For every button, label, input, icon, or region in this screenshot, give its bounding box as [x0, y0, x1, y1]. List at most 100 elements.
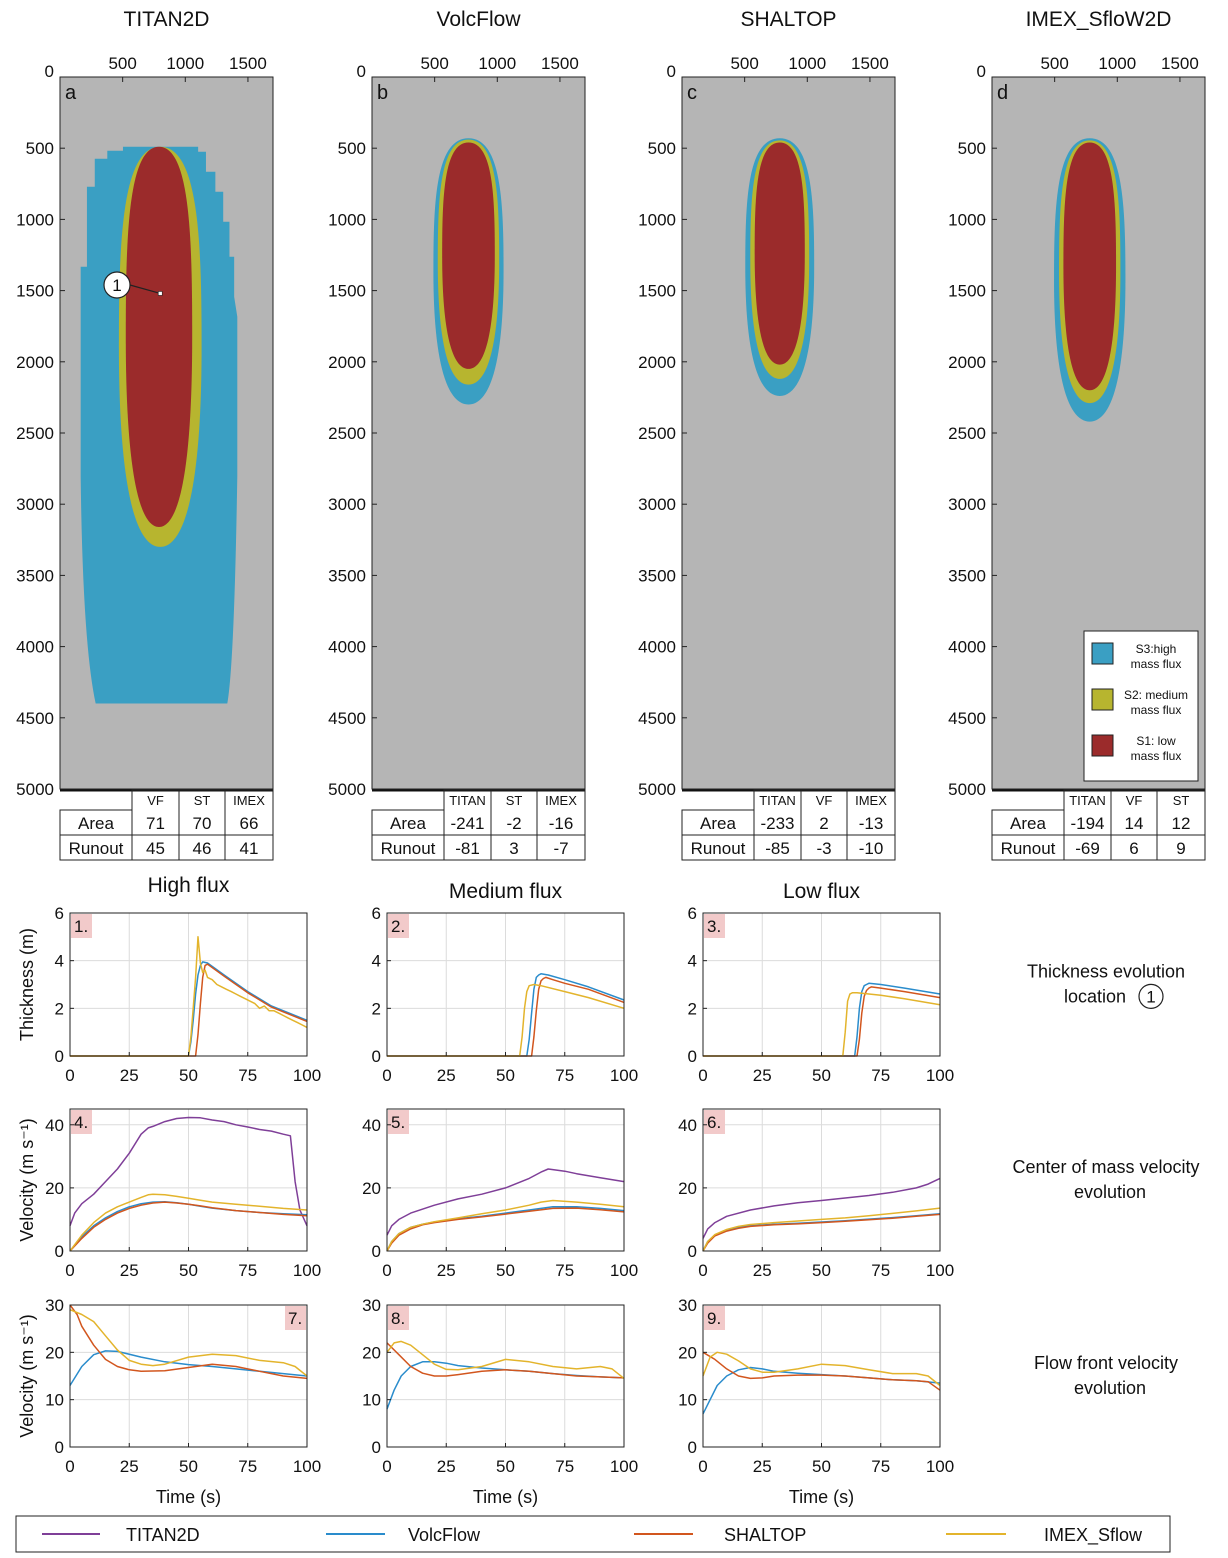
marker-label: 1 [112, 276, 121, 295]
panel-label: 4. [74, 1113, 88, 1132]
table-col-header: IMEX [545, 793, 577, 808]
series-line-shaltop [702, 1213, 941, 1252]
y-axis-label: Velocity (m s⁻¹) [17, 1314, 37, 1438]
table-value: -10 [859, 839, 884, 858]
panel-label-bg [704, 914, 725, 938]
y-tick-label: 4500 [948, 709, 986, 728]
series-line-imex [702, 1351, 941, 1387]
x-tick-label: 1500 [541, 54, 579, 73]
table-value: 12 [1172, 814, 1191, 833]
y-tick-label: 1500 [328, 282, 366, 301]
x-tick-label: 75 [238, 1457, 257, 1476]
x-tick-label: 25 [437, 1261, 456, 1280]
table-value: -16 [549, 814, 574, 833]
x-tick-label: 25 [437, 1066, 456, 1085]
flux-legend-label: S1: low [1136, 734, 1176, 748]
footprint-low-flux [125, 146, 193, 527]
panel-label: 6. [707, 1113, 721, 1132]
y-tick-label: 3500 [328, 566, 366, 585]
plot-panel-6: 6. 0 25 50 75 100 0 20 40 [678, 1108, 954, 1280]
map-panel-b: VolcFlow b 500 1000 1500 0 500 1000 1500 2000 2500… [328, 8, 586, 861]
y-tick-label: 20 [45, 1343, 64, 1362]
x-tick-label: 100 [926, 1066, 954, 1085]
y-tick-label: 3000 [16, 495, 54, 514]
row-title-line: evolution [1074, 1378, 1146, 1398]
legend-label: VolcFlow [408, 1525, 481, 1545]
table-value: 45 [146, 839, 165, 858]
x-tick-label: 100 [293, 1261, 321, 1280]
flux-legend-label: mass flux [1131, 749, 1182, 763]
table-value: 9 [1176, 839, 1185, 858]
table-value: 14 [1125, 814, 1144, 833]
y-tick-label: 1500 [948, 282, 986, 301]
series-line-imex [69, 1309, 308, 1377]
marker-leader [129, 284, 161, 295]
table-value: -3 [816, 839, 831, 858]
x-tick-label: 75 [871, 1066, 890, 1085]
x-tick-label: 75 [555, 1066, 574, 1085]
difference-table: TITAN VF ST Area -194 14 12 Runout -69 6 9 [991, 789, 1206, 861]
table-cell [536, 789, 586, 861]
y-tick-label: 2000 [328, 353, 366, 372]
row-title: Flow front velocity evolution [1034, 1353, 1178, 1398]
y-tick-label: 0 [977, 62, 986, 81]
difference-table: TITAN ST IMEX Area -241 -2 -16 Runout -81 3 -7 [371, 789, 586, 861]
table-value: -69 [1075, 839, 1100, 858]
y-tick-label: 500 [958, 139, 986, 158]
x-tick-label: 25 [120, 1457, 139, 1476]
row-title-line: Thickness evolution [1027, 961, 1185, 981]
table-col-header: TITAN [449, 793, 486, 808]
x-tick-label: 0 [698, 1457, 707, 1476]
column-title: High flux [148, 874, 230, 897]
table-row-label: Runout [691, 839, 746, 858]
plot-panel-2: 2. 0 25 50 75 100 0 2 4 6 [372, 904, 639, 1085]
x-tick-label: 1000 [788, 54, 826, 73]
panel-letter: d [997, 82, 1008, 104]
y-tick-label: 2500 [948, 424, 986, 443]
x-tick-label: 50 [496, 1261, 515, 1280]
marker-point [157, 291, 163, 296]
panel-label-bg [71, 1110, 92, 1134]
x-tick-label: 75 [871, 1457, 890, 1476]
y-tick-label: 20 [678, 1343, 697, 1362]
y-tick-label: 4000 [328, 638, 366, 657]
flux-legend-label: mass flux [1131, 703, 1182, 717]
y-tick-label: 5000 [638, 780, 676, 799]
difference-table: VF ST IMEX Area 71 70 66 Runout 45 46 41 [59, 789, 274, 861]
x-tick-label: 75 [238, 1066, 257, 1085]
y-tick-label: 5000 [948, 780, 986, 799]
y-axis-label: Velocity (m s⁻¹) [17, 1118, 37, 1242]
panel-label-bg [704, 1110, 725, 1134]
map-panel-c: SHALTOP c 500 1000 1500 0 500 1000 1500 2000 2500 3… [638, 8, 896, 861]
y-tick-label: 0 [55, 1438, 64, 1457]
y-tick-label: 6 [372, 904, 381, 923]
y-tick-label: 3000 [638, 495, 676, 514]
table-value: 3 [509, 839, 518, 858]
column-title: Medium flux [449, 880, 563, 903]
y-tick-label: 2500 [328, 424, 366, 443]
y-tick-label: 500 [26, 139, 54, 158]
y-tick-label: 4500 [16, 709, 54, 728]
series-line-shaltop [69, 1304, 308, 1380]
table-value: -2 [506, 814, 521, 833]
y-tick-label: 500 [648, 139, 676, 158]
x-tick-label: 0 [382, 1066, 391, 1085]
x-tick-label: 500 [1040, 54, 1068, 73]
panel-label: 3. [707, 917, 721, 936]
y-tick-label: 30 [362, 1296, 381, 1315]
series-line-shaltop [702, 1351, 941, 1391]
series-line-shaltop [386, 1342, 625, 1379]
map-title: SHALTOP [740, 8, 836, 31]
y-tick-label: 30 [45, 1296, 64, 1315]
x-tick-label: 25 [120, 1261, 139, 1280]
y-tick-label: 3500 [638, 566, 676, 585]
x-axis-label: Time (s) [156, 1487, 221, 1507]
y-tick-label: 0 [372, 1242, 381, 1261]
y-tick-label: 4500 [328, 709, 366, 728]
panel-label: 9. [707, 1309, 721, 1328]
y-tick-label: 20 [45, 1179, 64, 1198]
map-title: IMEX_SfloW2D [1026, 8, 1172, 31]
series-line-imex [703, 992, 941, 1057]
